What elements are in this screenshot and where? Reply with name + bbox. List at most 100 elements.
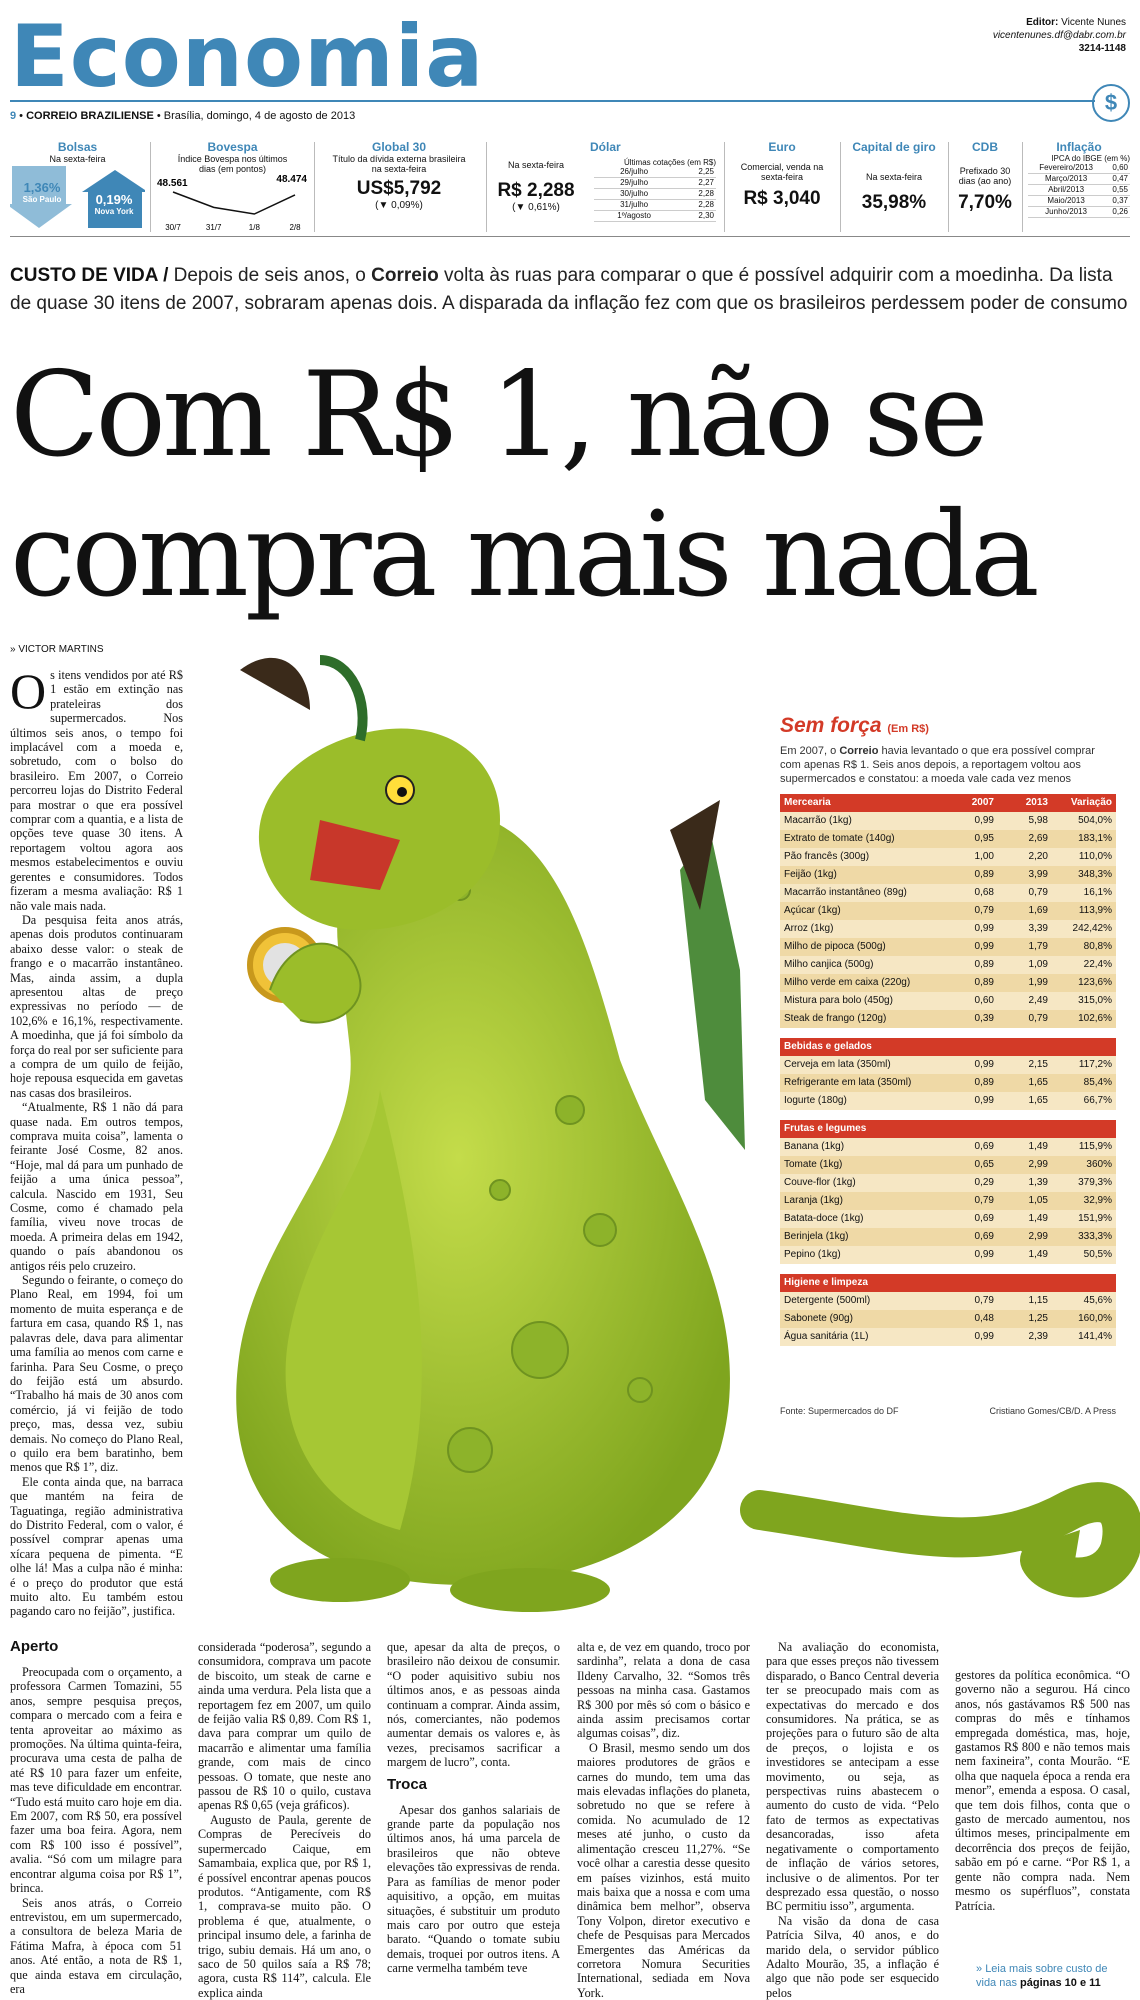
item-name: Bebidas e gelados	[780, 1038, 944, 1056]
dragon-tail-icon	[740, 1482, 1140, 1598]
inflacao-title: Inflação	[1056, 140, 1102, 154]
variation	[1052, 1120, 1116, 1138]
item-name: Macarrão instantâneo (89g)	[780, 884, 944, 902]
paragraph: Na avaliação do economista, para que ess…	[766, 1640, 939, 1914]
dateline: Brasília, domingo, 4 de agosto de 2013	[163, 110, 356, 122]
ticker-cdb: CDB Prefixado 30 dias (ao ano) 7,70%	[952, 140, 1018, 234]
dragon-feet-icon	[270, 1558, 610, 1612]
bovespa-x-label: 1/8	[249, 223, 261, 232]
table-row: Milho canjica (500g) 0,89 1,09 22,4%	[780, 956, 1116, 974]
item-name: Milho verde em caixa (220g)	[780, 974, 944, 992]
inflacao-row: Abril/2013 0,55	[1028, 184, 1130, 196]
item-name: Extrato de tomate (140g)	[780, 830, 944, 848]
inflacao-row: Fevereiro/2013 0,60	[1028, 163, 1130, 174]
paragraph: considerada “poderosa”, segundo a consum…	[198, 1640, 371, 1813]
bovespa-last-value: 48.474	[276, 174, 307, 185]
subhead-troca: Troca	[387, 1775, 428, 1793]
ticker-dolar: Dólar Na sexta-feira R$ 2,288 (▼ 0,61%) …	[490, 140, 720, 234]
price-2007	[944, 1274, 998, 1292]
variation: 348,3%	[1052, 866, 1116, 884]
editor-email[interactable]: vicentenunes.df@dabr.com.br	[992, 30, 1126, 41]
dragon-belly-icon	[285, 1090, 422, 1530]
inflacao-label: Junho/2013	[1028, 206, 1105, 218]
item-name: Detergente (500ml)	[780, 1292, 944, 1310]
price-2013: 1,25	[998, 1310, 1052, 1328]
item-name: Tomate (1kg)	[780, 1156, 944, 1174]
price-2007: 0,95	[944, 830, 998, 848]
paragraph: Ele conta ainda que, na barraca que mant…	[10, 1474, 183, 1619]
global30-value: US$5,792	[356, 178, 442, 199]
item-name: Steak de frango (120g)	[780, 1010, 944, 1028]
inflacao-label: Maio/2013	[1028, 195, 1105, 207]
kicker-paper: Correio	[371, 265, 439, 286]
price-2007: 0,89	[944, 866, 998, 884]
item-name: Macarrão (1kg)	[780, 812, 944, 830]
variation: 379,3%	[1052, 1174, 1116, 1192]
table-unit: (Em R$)	[887, 723, 929, 735]
dragon-illustration	[236, 655, 1140, 1612]
price-2007: 0,79	[944, 1292, 998, 1310]
price-2007: 0,79	[944, 1192, 998, 1210]
variation: 123,6%	[1052, 974, 1116, 992]
table-row: Sabonete (90g) 0,48 1,25 160,0%	[780, 1310, 1116, 1328]
item-name: Batata-doce (1kg)	[780, 1210, 944, 1228]
dolar-sub: Na sexta-feira	[507, 160, 565, 170]
dragon-head-icon	[240, 655, 500, 930]
dolar-table-title: Últimas cotações (em R$)	[623, 158, 716, 167]
see-also-pages[interactable]: páginas 10 e 11	[1020, 1977, 1101, 1989]
inflacao-sub: IPCA do IBGE (em %)	[1051, 154, 1130, 163]
item-name: Pão francês (300g)	[780, 848, 944, 866]
price-2007: 2007	[944, 794, 998, 812]
item-name: Higiene e limpeza	[780, 1274, 944, 1292]
table-row: Banana (1kg) 0,69 1,49 115,9%	[780, 1138, 1116, 1156]
bovespa-x-label: 2/8	[289, 223, 301, 232]
price-2013: 2013	[998, 794, 1052, 812]
bovespa-x-label: 30/7	[165, 223, 181, 232]
price-2013: 5,98	[998, 812, 1052, 830]
table-row: Tomate (1kg) 0,65 2,99 360%	[780, 1156, 1116, 1174]
editor-label: Editor:	[1026, 17, 1059, 28]
table-row: Laranja (1kg) 0,79 1,05 32,9%	[780, 1192, 1116, 1210]
variation: 333,3%	[1052, 1228, 1116, 1246]
item-name: Banana (1kg)	[780, 1138, 944, 1156]
table-row: Cerveja em lata (350ml) 0,99 2,15 117,2%	[780, 1056, 1116, 1074]
see-also-link[interactable]: » Leia mais sobre custo de vida nas pági…	[976, 1963, 1108, 1989]
section-header-row: Frutas e legumes	[780, 1120, 1116, 1138]
price-table: Mercearia 2007 2013 Variação Macarrão (1kg) 0…	[780, 794, 1116, 1346]
section-header-row: Higiene e limpeza	[780, 1274, 1116, 1292]
table-title: Sem força (Em R$)	[780, 714, 929, 737]
item-name: Feijão (1kg)	[780, 866, 944, 884]
item-name: Frutas e legumes	[780, 1120, 944, 1138]
section-gap	[780, 1264, 1116, 1274]
paragraph: alta e, de vez em quando, troco por sard…	[577, 1640, 750, 1741]
masthead-rule	[10, 100, 1095, 102]
ticker-divider	[724, 142, 725, 232]
item-name: Refrigerante em lata (350ml)	[780, 1074, 944, 1092]
ticker-euro: Euro Comercial, venda na sexta-feira R$ …	[728, 140, 836, 234]
price-2013: 2,69	[998, 830, 1052, 848]
global30-change: (▼ 0,09%)	[375, 200, 423, 211]
paragraph: “Atualmente, R$ 1 não dá para quase nada…	[10, 1100, 183, 1273]
price-2013: 2,99	[998, 1228, 1052, 1246]
item-name: Pepino (1kg)	[780, 1246, 944, 1264]
variation: 151,9%	[1052, 1210, 1116, 1228]
price-2007: 0,89	[944, 1074, 998, 1092]
dolar-value: 2,30	[674, 210, 716, 222]
variation: 85,4%	[1052, 1074, 1116, 1092]
price-2007: 0,99	[944, 1328, 998, 1346]
item-name: Laranja (1kg)	[780, 1192, 944, 1210]
price-2007: 0,89	[944, 974, 998, 992]
price-2013: 3,99	[998, 866, 1052, 884]
table-row: Água sanitária (1L) 0,99 2,39 141,4%	[780, 1328, 1116, 1346]
article-col-4: que, apesar da alta de preços, o brasile…	[387, 1640, 560, 1976]
table-row: Arroz (1kg) 0,99 3,39 242,42%	[780, 920, 1116, 938]
table-row: Pepino (1kg) 0,99 1,49 50,5%	[780, 1246, 1116, 1264]
variation	[1052, 1274, 1116, 1292]
item-name: Arroz (1kg)	[780, 920, 944, 938]
dolar-row: 26/julho 2,25	[594, 167, 716, 178]
table-row: Macarrão instantâneo (89g) 0,68 0,79 16,1%	[780, 884, 1116, 902]
variation: 117,2%	[1052, 1056, 1116, 1074]
lead-paragraph: s itens vendidos por até R$ 1 estão em e…	[10, 668, 183, 913]
price-2013	[998, 1274, 1052, 1292]
